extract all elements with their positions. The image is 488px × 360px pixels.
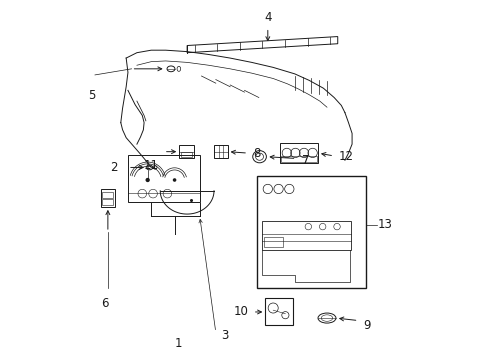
- Text: 9: 9: [363, 319, 370, 332]
- Text: 8: 8: [253, 147, 260, 159]
- Text: 11: 11: [144, 159, 159, 172]
- Bar: [261, 221, 351, 250]
- Bar: [257, 176, 366, 288]
- Bar: [265, 298, 293, 325]
- Text: 5: 5: [88, 89, 96, 102]
- Text: 7: 7: [301, 154, 309, 167]
- Circle shape: [172, 178, 176, 182]
- Text: 10: 10: [233, 306, 247, 319]
- Bar: [263, 237, 283, 247]
- Text: 1: 1: [174, 337, 182, 350]
- Text: 12: 12: [338, 150, 353, 163]
- Bar: [280, 143, 317, 163]
- Bar: [101, 189, 115, 207]
- Circle shape: [145, 178, 149, 182]
- Bar: [214, 145, 227, 158]
- Text: 2: 2: [109, 161, 117, 174]
- Text: 3: 3: [221, 329, 228, 342]
- Text: 4: 4: [264, 11, 271, 24]
- Bar: [281, 156, 316, 162]
- Text: 6: 6: [101, 297, 108, 310]
- Bar: [102, 192, 113, 198]
- Bar: [179, 145, 193, 158]
- Bar: [181, 152, 191, 157]
- Text: 13: 13: [376, 218, 391, 231]
- Bar: [102, 199, 113, 205]
- Bar: [128, 155, 199, 202]
